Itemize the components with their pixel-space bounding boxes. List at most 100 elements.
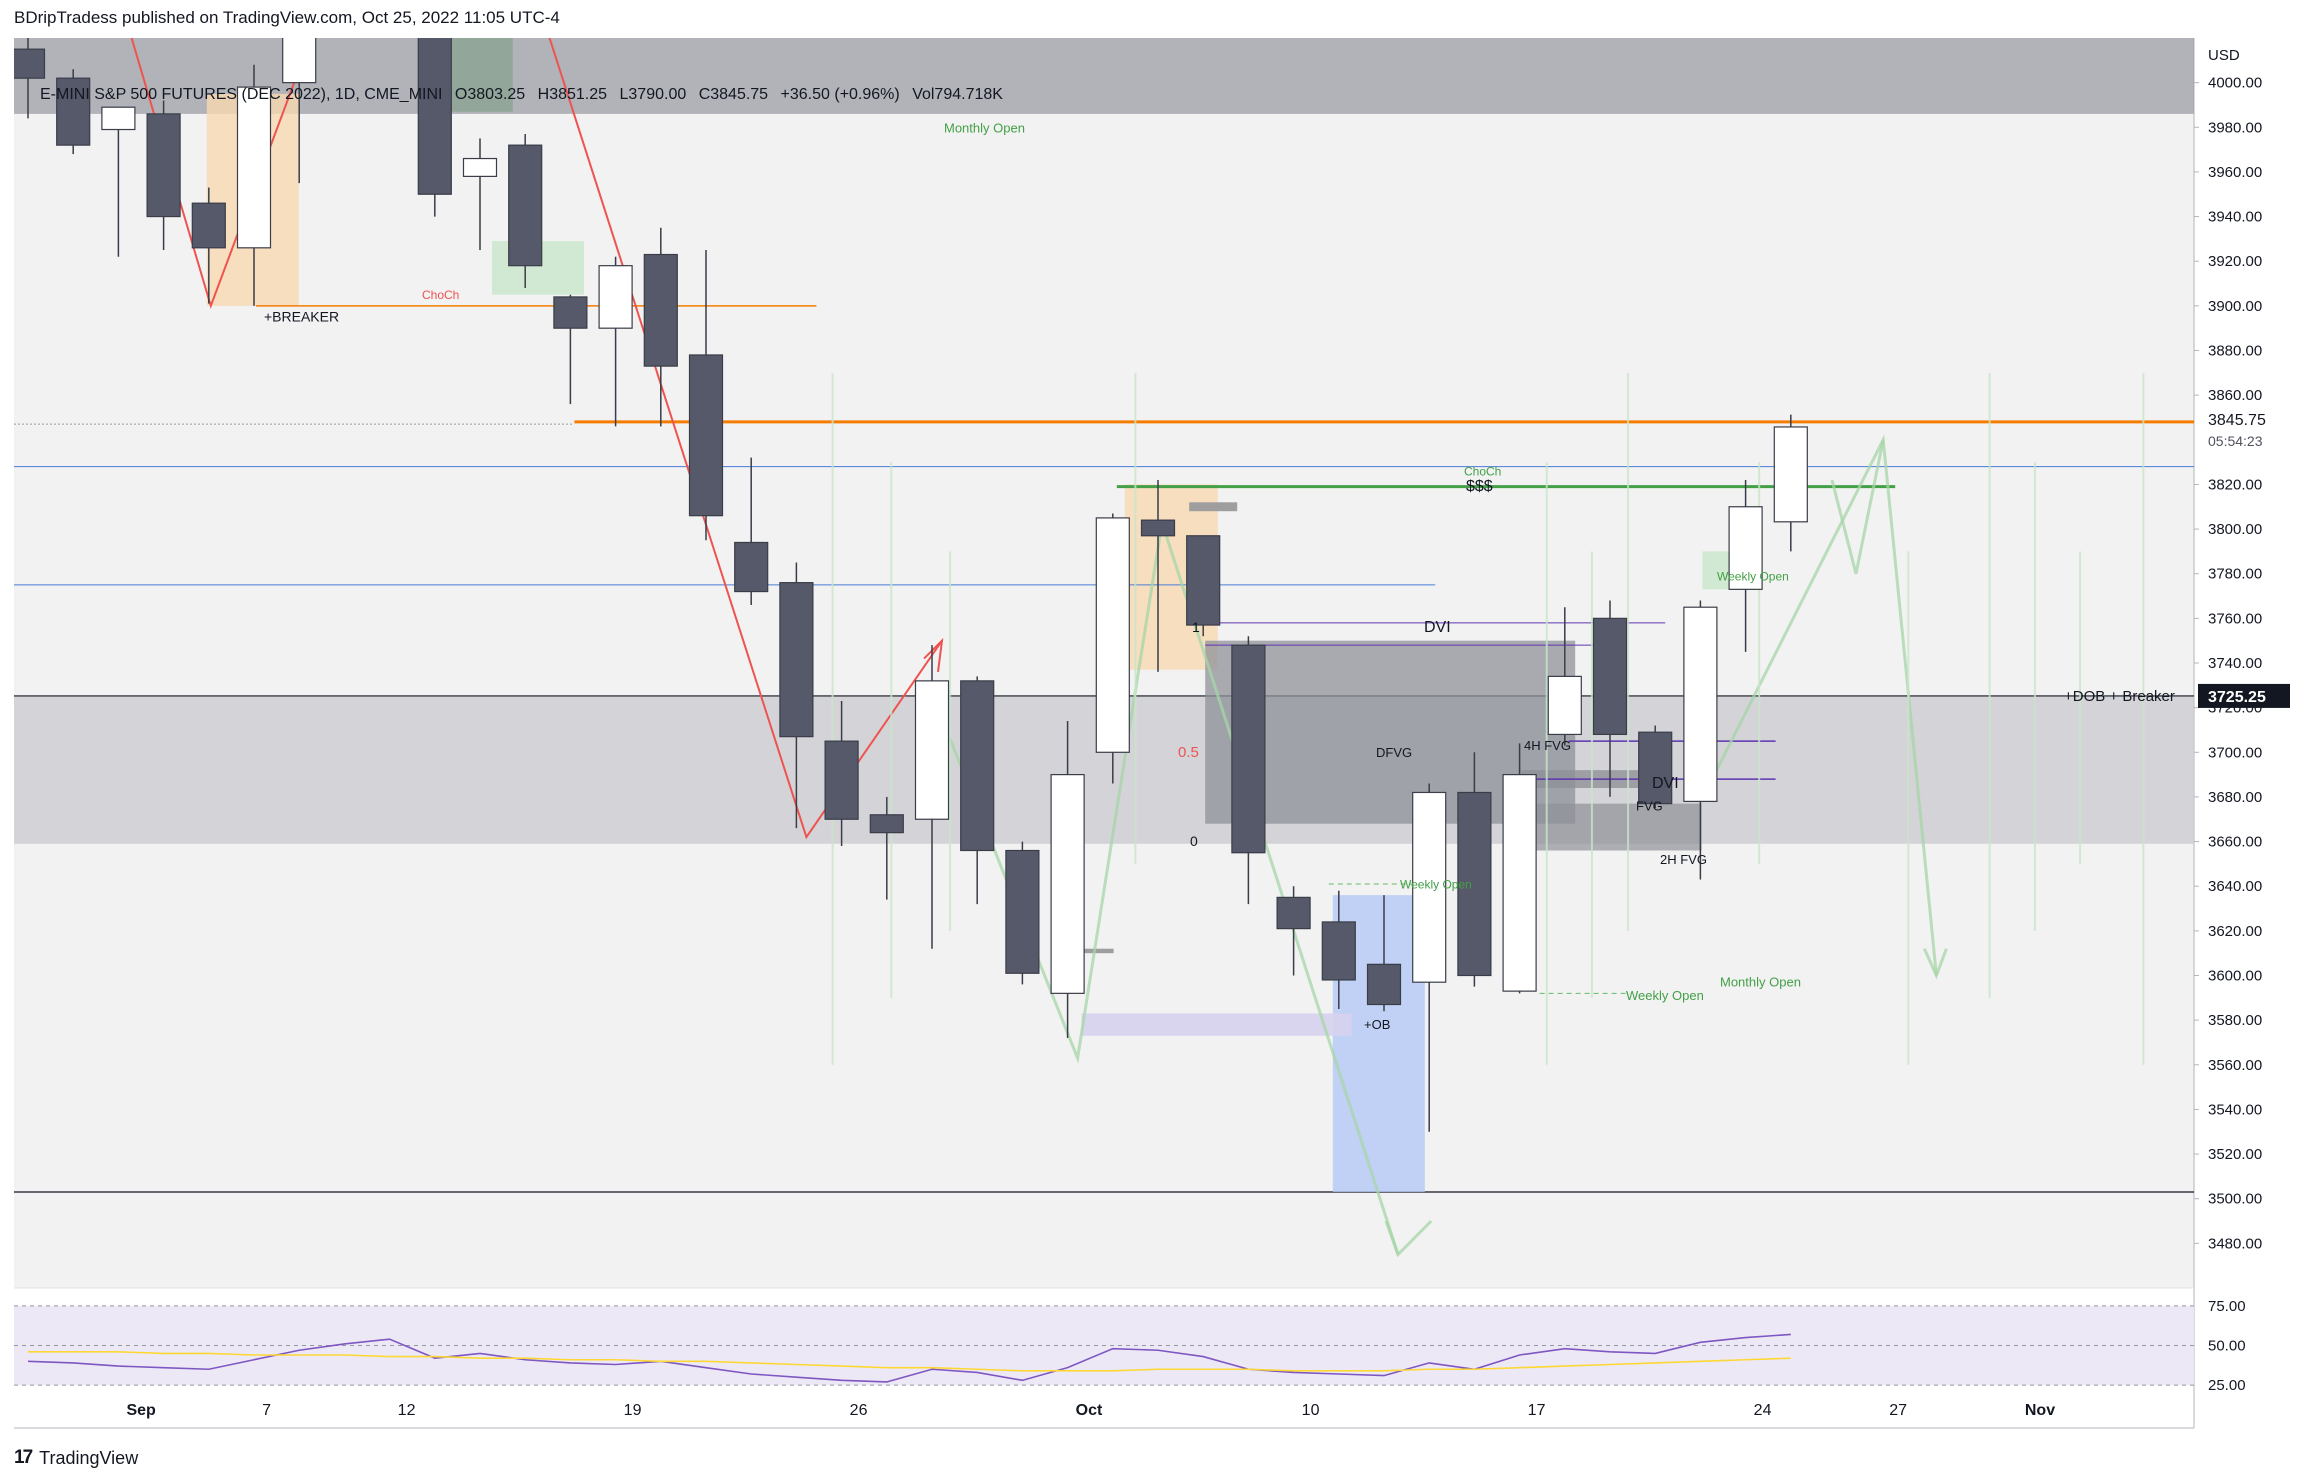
price-tick-label: 3700.00 xyxy=(2208,744,2262,761)
candle-down xyxy=(553,296,588,329)
candle-up xyxy=(236,86,272,249)
candle-down xyxy=(1366,963,1402,1006)
candle-down xyxy=(779,582,814,738)
price-tick-label: 3780.00 xyxy=(2208,566,2262,583)
annotation-dfvg: DFVG xyxy=(1376,745,1412,760)
last-price-label: 3845.75 xyxy=(2208,412,2266,429)
price-tick-label: 3760.00 xyxy=(2208,610,2262,627)
tradingview-brand[interactable]: TradingView xyxy=(39,1447,139,1468)
price-tick-label: 3540.00 xyxy=(2208,1101,2262,1118)
annotation-dob-breaker: +DOB + Breaker xyxy=(2064,688,2175,705)
time-tick-label: 12 xyxy=(398,1402,416,1419)
level-price-badge xyxy=(2198,683,2290,708)
time-tick-label: Nov xyxy=(2025,1402,2055,1419)
legend-open: O3803.25 xyxy=(454,86,526,103)
legend-close: C3845.75 xyxy=(698,86,769,103)
candle-down xyxy=(869,814,904,834)
time-tick-label: 27 xyxy=(1889,1402,1907,1419)
time-tick-label: 7 xyxy=(262,1402,271,1419)
candle-down xyxy=(1321,921,1356,981)
rsi-level-label: 50.00 xyxy=(2208,1338,2246,1355)
candle-down xyxy=(688,354,724,517)
candle-down xyxy=(1005,849,1040,974)
price-tick-label: 3900.00 xyxy=(2208,298,2262,315)
candle-up xyxy=(1412,791,1447,983)
candle-up xyxy=(598,265,633,329)
legend-high: H3851.25 xyxy=(537,86,608,103)
price-tick-label: 3940.00 xyxy=(2208,209,2262,226)
time-tick-label: Oct xyxy=(1076,1402,1103,1419)
candle-down xyxy=(643,253,678,367)
candle-down xyxy=(734,541,769,593)
gap-marker-2 xyxy=(1083,948,1114,954)
candle-down xyxy=(1457,791,1492,977)
legend-volume: Vol794.718K xyxy=(912,86,1003,103)
price-axis-bg xyxy=(2194,38,2298,1438)
price-tick-label: 3960.00 xyxy=(2208,164,2262,181)
annotation-choch-2: ChoCh xyxy=(1464,465,1501,479)
candle-down xyxy=(146,113,181,218)
fvg-2h-box xyxy=(1521,803,1702,851)
annotation-fvg: FVG xyxy=(1636,798,1663,813)
annotation-4h-fvg: 4H FVG xyxy=(1524,738,1571,753)
price-tick-label: 3480.00 xyxy=(2208,1235,2262,1252)
annotation-weekly-open-3: Weekly Open xyxy=(1717,569,1789,583)
price-tick-label: 3620.00 xyxy=(2208,923,2262,940)
chart-area[interactable]: Monthly Open ChoCh +BREAKER $$$ ChoCh DVI 1 0.5… xyxy=(14,38,2298,1438)
candle-up xyxy=(1683,606,1718,802)
legend-symbol: E-MINI S&P 500 FUTURES (DEC 2022), 1D, C… xyxy=(40,86,443,103)
price-tick-label: 3860.00 xyxy=(2208,387,2262,404)
rsi-level-label: 75.00 xyxy=(2208,1298,2246,1315)
price-tick-label: 3580.00 xyxy=(2208,1012,2262,1029)
candle-up xyxy=(1547,675,1582,736)
symbol-legend: E-MINI S&P 500 FUTURES (DEC 2022), 1D, C… xyxy=(40,86,1011,104)
price-tick-label: 3560.00 xyxy=(2208,1057,2262,1074)
annotation-sss: $$$ xyxy=(1466,478,1493,495)
candle-up xyxy=(1050,774,1085,994)
candle-up xyxy=(462,157,498,177)
annotation-monthly-open: Monthly Open xyxy=(944,120,1025,135)
tradingview-logo-icon[interactable]: 17 xyxy=(14,1447,33,1468)
time-tick-label: 19 xyxy=(624,1402,642,1419)
price-tick-label: 4000.00 xyxy=(2208,75,2262,92)
green-arrow-head-2 xyxy=(1923,948,1948,980)
premium-zone xyxy=(14,38,2194,114)
candle-up xyxy=(1773,426,1808,523)
green-projection-3 xyxy=(1830,439,1885,575)
level-price-label: 3725.25 xyxy=(2208,689,2266,706)
footer: 17 TradingView xyxy=(14,1445,138,1471)
candle-down xyxy=(824,740,859,820)
candle-up xyxy=(1728,506,1763,590)
candle-up xyxy=(282,38,317,84)
annotation-monthly-open-2: Monthly Open xyxy=(1720,975,1801,990)
candle-down xyxy=(960,680,995,852)
annotation-weekly-open: Weekly Open xyxy=(1400,877,1472,891)
rsi-ma-line xyxy=(28,1351,1791,1372)
time-tick-label: 10 xyxy=(1302,1402,1320,1419)
candle-down xyxy=(1140,519,1176,537)
price-tick-label: 3660.00 xyxy=(2208,834,2262,851)
red-swing-1 xyxy=(130,38,312,310)
legend-low: L3790.00 xyxy=(619,86,687,103)
annotation-2h-fvg: 2H FVG xyxy=(1660,852,1707,867)
green-arrow-head-1 xyxy=(1384,1219,1433,1258)
price-tick-label: 3640.00 xyxy=(2208,878,2262,895)
annotation-dvi-2: DVI xyxy=(1652,775,1679,792)
annotation-fib-05: 0.5 xyxy=(1178,744,1199,761)
price-tick-label: 3880.00 xyxy=(2208,343,2262,360)
annotation-choch: ChoCh xyxy=(422,288,459,302)
candle-down xyxy=(14,48,46,79)
candle-down xyxy=(1186,535,1221,626)
annotation-weekly-open-2: Weekly Open xyxy=(1626,988,1704,1003)
candle-up xyxy=(1502,774,1537,992)
chart-svg: Monthly OpenChoCh+BREAKER$$$ChoChDVI10.5… xyxy=(14,38,2298,1438)
price-tick-label: 3680.00 xyxy=(2208,789,2262,806)
published-by: BDripTradess published on TradingView.co… xyxy=(14,8,560,27)
candle-down xyxy=(191,202,226,249)
red-arrow-head xyxy=(923,637,944,673)
candle-down xyxy=(1231,644,1266,854)
annotation-breaker: +BREAKER xyxy=(264,308,339,324)
candle-down xyxy=(417,38,452,195)
rsi-line xyxy=(27,1333,1791,1383)
price-tick-label: 3500.00 xyxy=(2208,1191,2262,1208)
